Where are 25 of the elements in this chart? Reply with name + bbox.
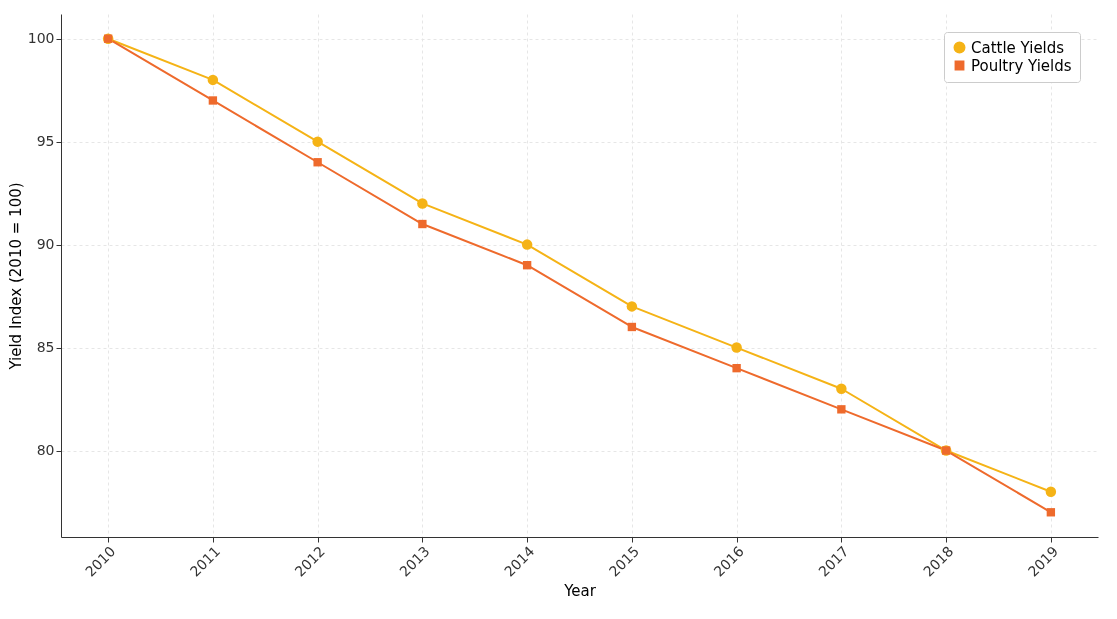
point xyxy=(836,383,847,394)
x-axis-title: Year xyxy=(563,581,597,600)
point xyxy=(731,342,742,353)
point xyxy=(521,239,533,250)
point xyxy=(627,322,637,332)
y-tick-label: 80 xyxy=(36,442,55,459)
point xyxy=(417,198,428,209)
point xyxy=(418,219,427,229)
point xyxy=(837,405,846,414)
point xyxy=(522,261,532,270)
legend-label: Cattle Yields xyxy=(971,38,1065,57)
y-tick-label: 100 xyxy=(27,30,55,47)
legend-label: Poultry Yields xyxy=(971,56,1072,75)
y-tick-label: 95 xyxy=(36,133,55,150)
point xyxy=(207,74,219,86)
point xyxy=(208,96,218,105)
y-tick-label: 85 xyxy=(36,339,55,356)
y-tick-label: 90 xyxy=(36,236,55,253)
point xyxy=(1046,508,1056,517)
point xyxy=(1045,486,1057,497)
point xyxy=(313,158,322,167)
point xyxy=(732,363,741,373)
point xyxy=(626,301,638,312)
y-axis-title: Yield Index (2010 = 100) xyxy=(6,182,25,371)
point xyxy=(312,136,323,147)
